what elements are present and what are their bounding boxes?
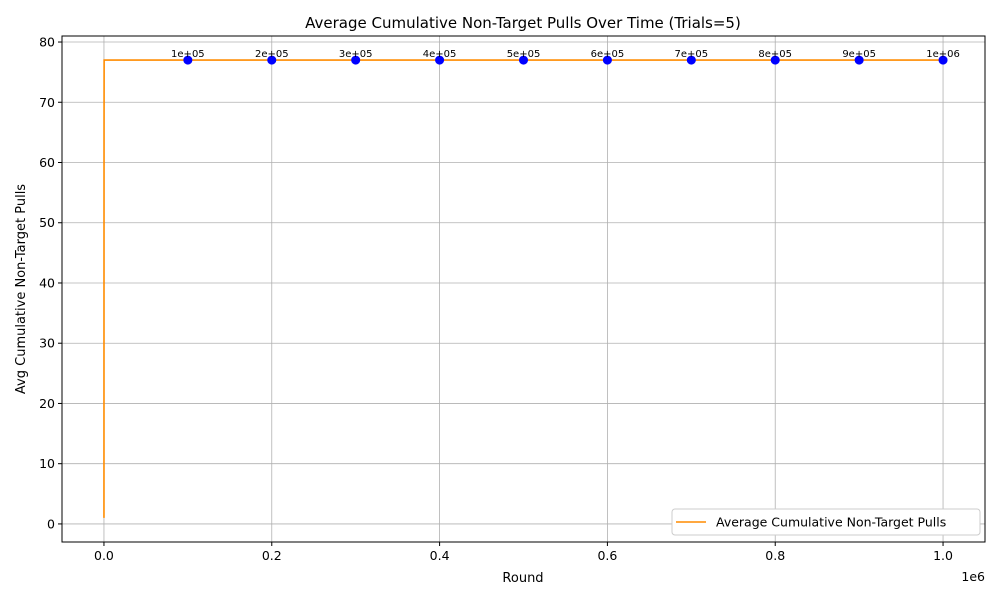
x-offset-text: 1e6 — [961, 569, 985, 584]
x-tick-label: 0.4 — [430, 548, 450, 563]
data-point — [519, 55, 528, 65]
y-tick-label: 30 — [39, 336, 55, 351]
data-point-label: 7e+05 — [675, 49, 709, 60]
data-point-label: 4e+05 — [423, 49, 457, 60]
legend: Average Cumulative Non-Target Pulls — [671, 508, 981, 536]
data-point-label: 2e+05 — [255, 49, 289, 60]
data-point-label: 9e+05 — [842, 49, 876, 60]
y-tick-label: 60 — [39, 155, 55, 170]
y-tick-label: 70 — [39, 95, 55, 110]
data-point-label: 8e+05 — [758, 49, 792, 60]
y-axis-label: Avg Cumulative Non-Target Pulls — [14, 184, 29, 394]
y-tick-label: 80 — [39, 35, 55, 50]
data-point — [686, 55, 696, 65]
data-point — [854, 55, 864, 65]
data-point-label: 3e+05 — [339, 49, 373, 60]
x-tick-label: 0.8 — [765, 548, 785, 563]
data-point-label: 6e+05 — [591, 49, 625, 60]
x-tick-label: 0.6 — [597, 548, 617, 563]
data-point — [770, 55, 780, 65]
data-point-label: 1e+05 — [171, 49, 205, 60]
plot-frame — [61, 35, 986, 543]
y-tick-label: 40 — [39, 275, 55, 290]
x-tick-label: 1.0 — [933, 548, 953, 563]
y-tick-label: 0 — [47, 516, 55, 531]
data-point — [351, 55, 361, 65]
chart-title: Average Cumulative Non-Target Pulls Over… — [305, 14, 741, 32]
x-axis-label: Round — [502, 571, 543, 586]
data-point — [183, 55, 193, 65]
markers-group: 1e+05 2e+05 3e+05 4e+05 5e+05 6e+05 7e+05 8e+05… — [171, 49, 960, 65]
y-tick-label: 20 — [39, 396, 55, 411]
series-group — [103, 59, 944, 518]
data-point — [267, 55, 277, 65]
x-tick-label: 0.2 — [262, 548, 282, 563]
data-point — [435, 55, 445, 65]
series-line — [103, 59, 944, 518]
legend-entry-label: Average Cumulative Non-Target Pulls — [716, 515, 946, 530]
ticks-group: 0.0 0.2 0.4 0.6 0.8 1.0 0 10 20 30 40 50 60 70 80 — [39, 35, 953, 563]
y-tick-label: 50 — [39, 215, 55, 230]
data-point — [602, 55, 612, 65]
legend-box — [671, 508, 981, 536]
data-point — [938, 55, 948, 65]
x-tick-label: 0.0 — [94, 548, 114, 563]
y-tick-label: 10 — [39, 456, 55, 471]
data-point-label: 1e+06 — [926, 49, 960, 60]
grid — [62, 36, 985, 542]
data-point-label: 5e+05 — [507, 49, 541, 60]
